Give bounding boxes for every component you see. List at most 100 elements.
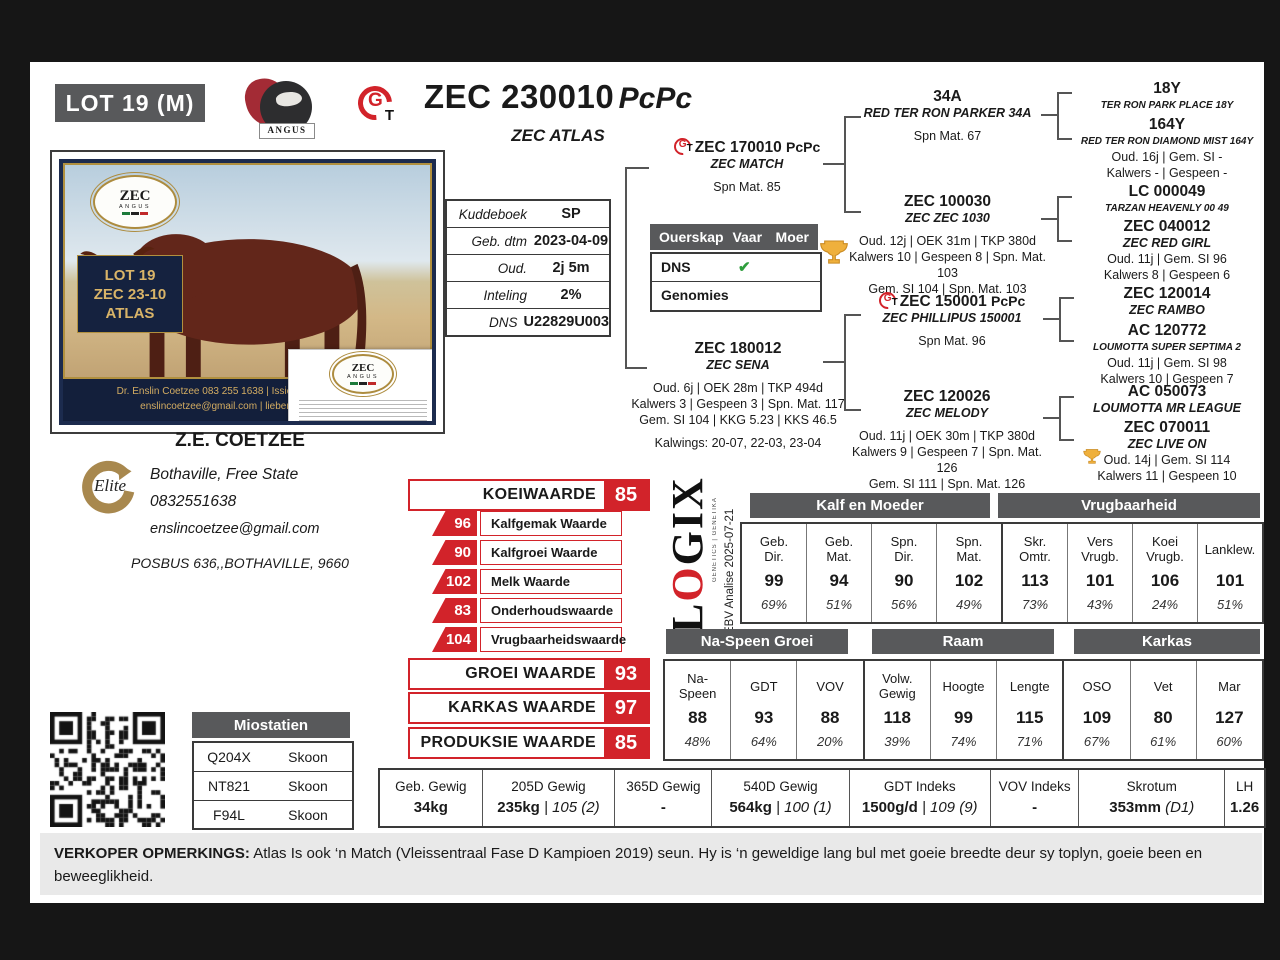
ebv-column: Spn. Dir. 90 56% — [871, 524, 936, 622]
table-row: Genomies — [652, 281, 820, 309]
kuddeboek-table: Kuddeboek SP Geb. dtm 2023-04-09 Oud. 2j 5m… — [445, 199, 611, 337]
breeder-address: POSBUS 636,,BOTHAVILLE, 9660 — [131, 555, 349, 571]
pedigree-line — [1059, 396, 1061, 441]
bull-photo: ZEC ANGUS LOT 19 ZEC 23-10 ATLAS Dr. Ens… — [59, 159, 436, 425]
photo-lot-overlay: LOT 19 ZEC 23-10 ATLAS — [77, 255, 183, 333]
pedigree-line — [625, 167, 649, 169]
flag-icon — [122, 212, 148, 215]
pedigree-node-ggp: 18Y TER RON PARK PLACE 18Y — [1100, 80, 1234, 111]
group-header-raam: Raam — [872, 629, 1054, 654]
table-row: Oud. 2j 5m — [447, 254, 609, 281]
ebv-table-2: Na- Speen 88 48% GDT 93 64% VOV 88 20% Volw. Gew… — [663, 659, 1264, 761]
breeder-phone: 0832551638 — [150, 493, 237, 510]
weight-column: Skrotum 353mm (D1) — [1078, 770, 1224, 826]
ebv-column: Vet 80 61% — [1129, 661, 1196, 759]
pedigree-node-ggp: ZEC 120014 ZEC RAMBO — [1123, 285, 1211, 317]
card-fine-print — [299, 397, 427, 421]
pedigree-line — [846, 211, 861, 213]
group-header-karkas: Karkas — [1074, 629, 1260, 654]
photo-frame: ZEC ANGUS LOT 19 ZEC 23-10 ATLAS Dr. Ens… — [50, 150, 445, 434]
ebv-column: Koei Vrugb. 106 24% — [1132, 524, 1197, 622]
index-label: Vrugbaarheidswaarde — [480, 627, 626, 652]
pedigree-line — [1043, 318, 1059, 320]
table-row: Q204X Skoon — [207, 749, 328, 765]
table-row: NT821 Skoon — [194, 771, 352, 800]
pedigree-line — [846, 116, 861, 118]
check-icon: ✔ — [738, 259, 751, 276]
card-oval-logo: ZEC ANGUS — [329, 351, 397, 397]
lot-badge: LOT 19 (M) — [55, 84, 205, 122]
photo-lot-line: ZEC 23-10 — [93, 285, 167, 303]
photo-contact-line1: Dr. Enslin Coetzee 083 255 1638 | Issie … — [116, 386, 379, 397]
pedigree-node-sire-sire: 34A RED TER RON PARKER 34A Spn Mat. 67 — [863, 88, 1032, 143]
pedigree-node-ggp: 164Y RED TER RON DIAMOND MIST 164Y Oud. … — [1080, 116, 1254, 180]
animal-title: ZEC 230010 PcPc — [408, 78, 708, 116]
zec-logo-subtext: ANGUS — [118, 204, 152, 210]
logix-tagline: GENETICS | GENETIKA — [712, 497, 718, 582]
trophy-icon — [818, 237, 850, 274]
pedigree-node-ggp: AC 120772 LOUMOTTA SUPER SEPTIMA 2 Oud. … — [1093, 322, 1241, 386]
pedigree-line — [625, 367, 647, 369]
pedigree-line — [1061, 396, 1074, 398]
ebv-column: Lanklew. 101 51% — [1197, 524, 1262, 622]
ebv-column: Geb. Dir. 99 69% — [759, 534, 789, 612]
weights-table: Geb. Gewig 34kg 205D Gewig 235kg | 105 (2)… — [378, 768, 1266, 828]
weight-column: GDT Indeks 1500g/d | 109 (9) — [848, 770, 990, 826]
zec-angus-oval-logo: ZEC ANGUS — [90, 172, 180, 232]
karkas-waarde-bar: KARKAS WAARDE 97 — [408, 692, 650, 724]
weight-column: Geb. Gewig 34kg — [395, 779, 467, 816]
logix-logo: LOGIX — [663, 476, 712, 633]
pedigree-line — [1061, 297, 1074, 299]
photo-contact-line2: enslincoetzee@gmail.com | liebenic@gmail… — [140, 401, 355, 412]
pedigree-line — [1057, 196, 1059, 242]
index-label: Kalfgroei Waarde — [480, 540, 622, 565]
pedigree-line — [1059, 297, 1061, 342]
photo-lot-line: ATLAS — [105, 304, 155, 322]
ouerskap-table: DNS ✔ Genomies — [650, 252, 822, 312]
table-row: DNS U22829U003 — [447, 308, 609, 335]
flag-icon — [350, 382, 376, 385]
table-row: Kuddeboek SP — [458, 206, 581, 222]
group-header-na-speen-groei: Na-Speen Groei — [666, 629, 848, 654]
index-label: Melk Waarde — [480, 569, 622, 594]
pedigree-node-ggp: LC 000049 TARZAN HEAVENLY 00 49 — [1105, 183, 1229, 214]
weight-column: 540D Gewig 564kg | 100 (1) — [711, 770, 848, 826]
miostatien-table: Q204X Skoon NT821 Skoon F94L Skoon — [192, 741, 354, 830]
table-row: Inteling 2% — [447, 281, 609, 308]
seller-remarks: VERKOPER OPMERKINGS: Atlas Is ook ‘n Mat… — [40, 833, 1262, 895]
pedigree-line — [844, 314, 846, 411]
table-row: DNS ✔ — [652, 254, 820, 281]
ebv-table-1: Geb. Dir. 99 69% Geb. Mat. 94 51% Spn. Dir. 90 56… — [740, 522, 1264, 624]
ebv-analysis-date: EBV Analise 2025-07-21 — [724, 508, 736, 634]
groei-waarde-bar: GROEI WAARDE 93 — [408, 658, 650, 690]
index-value-flag: 83 — [432, 598, 477, 623]
pedigree-line — [1059, 92, 1072, 94]
ebv-column: Hoogte 99 74% — [929, 661, 996, 759]
pedigree-line — [1041, 218, 1057, 220]
pedigree-node-dam-sire: G T ZEC 150001 PcPc ZEC PHILLIPUS 150001 S… — [852, 288, 1052, 349]
pedigree-line — [844, 116, 846, 213]
pedigree-line — [1041, 114, 1057, 116]
ebv-column: Na- Speen 88 48% — [678, 671, 717, 749]
zec-business-card: ZEC ANGUS — [288, 349, 432, 421]
pedigree-node-ggp: ZEC 070011 ZEC LIVE ON Oud. 14j | Gem. S… — [1097, 419, 1237, 483]
ebv-column: Spn. Mat. 102 49% — [936, 524, 1001, 622]
pedigree-line — [1061, 340, 1074, 342]
angus-banner: ANGUS — [259, 123, 315, 139]
pedigree-node-ggp: AC 050073 LOUMOTTA MR LEAGUE — [1093, 383, 1241, 415]
pedigree-line — [1059, 196, 1072, 198]
pedigree-line — [846, 409, 861, 411]
table-row: F94L Skoon — [194, 800, 352, 829]
pedigree-node-dam: ZEC 180012 ZEC SENA Oud. 6j | OEK 28m | … — [631, 340, 845, 450]
pedigree-line — [1059, 240, 1072, 242]
pedigree-line — [1057, 92, 1059, 140]
pedigree-line — [823, 163, 844, 165]
group-header-vrugbaarheid: Vrugbaarheid — [998, 493, 1260, 518]
pedigree-line — [625, 167, 627, 369]
animal-id-suffix: PcPc — [618, 82, 693, 115]
pedigree-node-ggp: ZEC 040012 ZEC RED GIRL Oud. 11j | Gem. … — [1103, 218, 1231, 282]
angus-society-logo: ANGUS — [240, 73, 315, 142]
